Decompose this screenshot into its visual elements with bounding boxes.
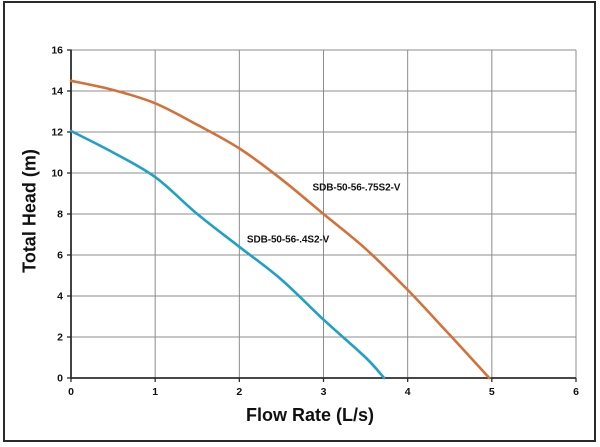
x-tick-label: 2 xyxy=(236,386,242,398)
y-tick-label: 6 xyxy=(57,250,63,262)
pump-curve-1 xyxy=(69,129,386,380)
x-tick-label: 4 xyxy=(405,386,411,398)
y-tick-label: 12 xyxy=(51,127,63,139)
axes-layer xyxy=(67,49,577,382)
x-tick-label: 1 xyxy=(152,386,158,398)
x-tick-label: 0 xyxy=(68,386,74,398)
x-tick-label: 6 xyxy=(573,386,579,398)
chart-frame xyxy=(3,1,596,442)
y-tick-label: 0 xyxy=(57,373,63,385)
x-tick-label: 3 xyxy=(321,386,327,398)
y-tick-label: 10 xyxy=(51,168,63,180)
y-tick-label: 8 xyxy=(57,209,63,221)
x-tick-label: 5 xyxy=(489,386,495,398)
series-layer xyxy=(69,79,491,380)
y-tick-label: 2 xyxy=(57,332,63,344)
pump-curve-0 xyxy=(69,79,491,380)
y-tick-label: 16 xyxy=(51,45,63,57)
y-tick-label: 4 xyxy=(57,291,63,303)
y-tick-label: 14 xyxy=(51,86,63,98)
y-axis-title: Total Head (m) xyxy=(19,149,40,273)
x-axis-title: Flow Rate (L/s) xyxy=(245,405,374,425)
curve-label-4s2v: SDB-50-56-.4S2-V xyxy=(246,234,330,246)
curve-label-75s2v: SDB-50-56-.75S2-V xyxy=(312,182,401,194)
